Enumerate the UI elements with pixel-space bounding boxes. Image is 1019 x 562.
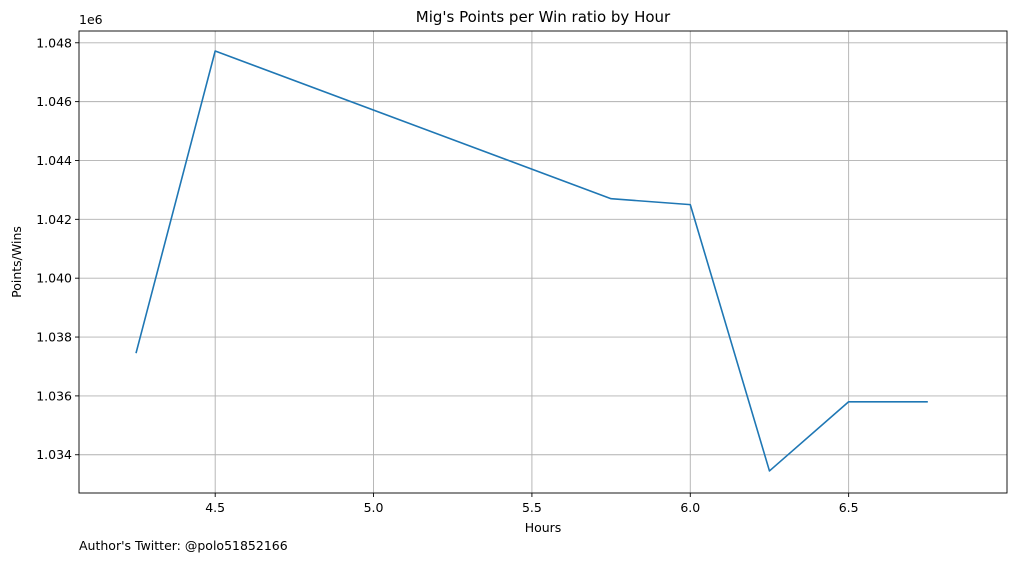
x-tick-label: 6.0 — [680, 500, 700, 515]
x-tick-label: 5.0 — [364, 500, 384, 515]
x-tick-label: 4.5 — [205, 500, 225, 515]
chart-title: Mig's Points per Win ratio by Hour — [416, 8, 671, 26]
y-axis: 1.034 1.036 1.038 1.040 1.042 1.044 1.046 1.048 — [36, 35, 79, 462]
plot-area — [135, 50, 928, 472]
y-tick-label: 1.046 — [36, 94, 72, 109]
y-tick-label: 1.042 — [36, 212, 72, 227]
y-tick-label: 1.040 — [36, 271, 72, 286]
y-offset-label: 1e6 — [79, 12, 103, 27]
y-tick-label: 1.034 — [36, 447, 72, 462]
x-axis-label: Hours — [525, 520, 562, 535]
author-footnote: Author's Twitter: @polo51852166 — [79, 538, 288, 553]
y-axis-label: Points/Wins — [9, 226, 24, 298]
plot-frame — [78, 30, 1008, 494]
y-tick-label: 1.048 — [36, 35, 72, 50]
series-line — [135, 50, 928, 472]
x-tick-label: 5.5 — [522, 500, 542, 515]
y-tick-label: 1.044 — [36, 153, 72, 168]
x-axis: 4.5 5.0 5.5 6.0 6.5 — [205, 493, 859, 515]
y-tick-label: 1.036 — [36, 388, 72, 403]
x-tick-label: 6.5 — [839, 500, 859, 515]
grid — [79, 31, 1007, 493]
y-tick-label: 1.038 — [36, 330, 72, 345]
